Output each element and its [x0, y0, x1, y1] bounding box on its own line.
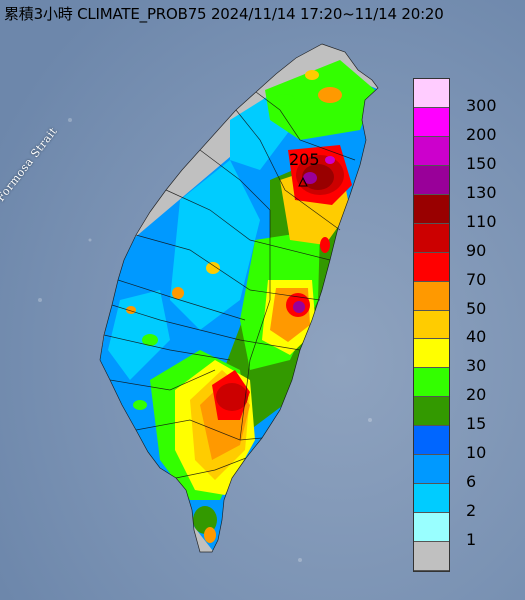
- legend-label: 15: [466, 414, 487, 434]
- legend-swatch: [414, 165, 449, 195]
- legend-swatch: [414, 455, 449, 485]
- legend-swatch: [414, 107, 449, 137]
- legend-label: 70: [466, 269, 487, 289]
- legend-label: 30: [466, 356, 487, 376]
- legend-label: 110: [466, 211, 497, 231]
- legend-swatch: [414, 281, 449, 311]
- legend-swatch: [414, 397, 449, 427]
- legend-swatch: [414, 368, 449, 398]
- legend-swatch: [414, 542, 449, 571]
- legend-label: 40: [466, 327, 487, 347]
- legend-swatch: [414, 426, 449, 456]
- legend-label: 1: [466, 530, 477, 550]
- legend-swatch: [414, 252, 449, 282]
- legend-label: 90: [466, 240, 487, 260]
- legend-label: 150: [466, 153, 497, 173]
- legend-label: 200: [466, 124, 497, 144]
- legend-label: 300: [466, 95, 497, 115]
- legend-label: 10: [466, 443, 487, 463]
- legend-swatch: [414, 223, 449, 253]
- legend-swatch: [414, 513, 449, 543]
- color-legend: [413, 78, 450, 572]
- legend-swatch: [414, 484, 449, 514]
- legend-swatch: [414, 339, 449, 369]
- legend-swatch: [414, 79, 449, 108]
- legend-label: 130: [466, 182, 497, 202]
- legend-label: 2: [466, 501, 477, 521]
- legend-label: 20: [466, 385, 487, 405]
- legend-swatch: [414, 310, 449, 340]
- map-title: 累積3小時 CLIMATE_PROB75 2024/11/14 17:20~11…: [4, 5, 444, 23]
- max-value-label: 205: [289, 150, 320, 169]
- legend-label: 6: [466, 472, 477, 492]
- legend-swatch: [414, 194, 449, 224]
- legend-swatch: [414, 136, 449, 166]
- legend-label: 50: [466, 298, 487, 318]
- max-marker: [298, 176, 308, 187]
